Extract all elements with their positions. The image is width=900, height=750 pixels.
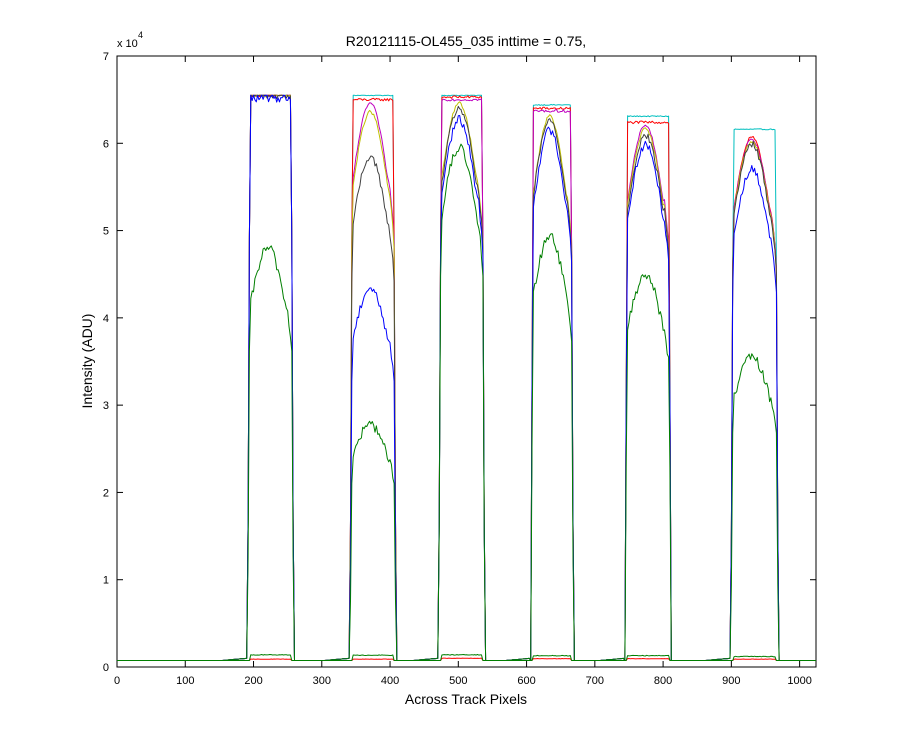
x-tick-label: 600 [517,675,535,687]
y-axis-label: Intensity (ADU) [79,314,95,409]
series-layer [117,94,816,661]
plot-area [116,55,817,668]
y-tick-label: 5 [103,226,109,238]
y-tick-label: 3 [103,400,109,412]
x-tick-label: 100 [176,675,194,687]
x-tick-label: 200 [244,675,262,687]
x-tick-label: 900 [722,675,740,687]
x-tick-label: 300 [313,675,331,687]
y-tick-label: 1 [103,575,109,587]
y-tick-label: 0 [103,662,109,674]
x-tick-label: 500 [449,675,467,687]
y-exponent-label: x 10 [117,38,138,50]
y-tick-label: 4 [103,313,109,325]
x-tick-label: 0 [114,675,120,687]
y-exponent-power: 4 [138,30,143,40]
chart-title: R20121115-OL455_035 inttime = 0.75, [346,33,586,49]
x-tick-label: 800 [654,675,672,687]
y-tick-label: 7 [103,51,109,63]
x-tick-label: 400 [381,675,399,687]
x-axis-label: Across Track Pixels [405,691,527,707]
y-tick-label: 2 [103,487,109,499]
x-tick-label: 700 [586,675,604,687]
series-line [117,654,816,661]
x-tick-label: 1000 [787,675,811,687]
tick-layer: 0 100 200 300 400 500 600 700 800 900 1000 0 1 2 3 4 5 6 7 [103,51,816,687]
y-tick-label: 6 [103,138,109,150]
